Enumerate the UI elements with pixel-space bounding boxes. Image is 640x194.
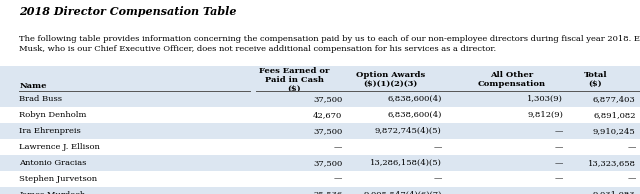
Text: Stephen Jurvetson: Stephen Jurvetson: [19, 175, 97, 183]
Text: 9,872,745(4)(5): 9,872,745(4)(5): [375, 127, 442, 135]
Text: 25,536: 25,536: [313, 191, 342, 194]
Text: —: —: [555, 143, 563, 151]
Text: —: —: [627, 143, 636, 151]
Text: 6,838,600(4): 6,838,600(4): [387, 95, 442, 103]
Text: 6,891,082: 6,891,082: [593, 111, 636, 119]
Text: 13,286,158(4)(5): 13,286,158(4)(5): [370, 159, 442, 167]
FancyBboxPatch shape: [0, 171, 640, 187]
Text: —: —: [433, 175, 442, 183]
Text: 37,500: 37,500: [313, 127, 342, 135]
Text: Brad Buss: Brad Buss: [19, 95, 62, 103]
Text: 9,910,245: 9,910,245: [593, 127, 636, 135]
Text: 6,877,403: 6,877,403: [593, 95, 636, 103]
Text: James Murdoch: James Murdoch: [19, 191, 86, 194]
FancyBboxPatch shape: [0, 139, 640, 155]
Text: Option Awards
($)(1)(2)(3): Option Awards ($)(1)(2)(3): [356, 71, 425, 88]
Text: 42,670: 42,670: [313, 111, 342, 119]
Text: Total
($): Total ($): [584, 71, 607, 88]
Text: 9,031,083: 9,031,083: [593, 191, 636, 194]
Text: All Other
Compensation: All Other Compensation: [478, 71, 546, 88]
Text: 6,838,600(4): 6,838,600(4): [387, 111, 442, 119]
Text: —: —: [433, 143, 442, 151]
Text: Fees Earned or
Paid in Cash
($): Fees Earned or Paid in Cash ($): [259, 67, 330, 93]
Text: —: —: [555, 127, 563, 135]
Text: Robyn Denholm: Robyn Denholm: [19, 111, 86, 119]
FancyBboxPatch shape: [0, 187, 640, 194]
FancyBboxPatch shape: [0, 155, 640, 171]
Text: Ira Ehrenpreis: Ira Ehrenpreis: [19, 127, 81, 135]
Text: 9,005,547(4)(6)(7): 9,005,547(4)(6)(7): [364, 191, 442, 194]
Text: —: —: [627, 175, 636, 183]
Text: Antonio Gracias: Antonio Gracias: [19, 159, 86, 167]
Text: —: —: [555, 175, 563, 183]
Text: 37,500: 37,500: [313, 159, 342, 167]
FancyBboxPatch shape: [0, 91, 640, 107]
Text: —: —: [555, 159, 563, 167]
Text: Lawrence J. Ellison: Lawrence J. Ellison: [19, 143, 100, 151]
FancyBboxPatch shape: [0, 107, 640, 123]
FancyBboxPatch shape: [0, 123, 640, 139]
Text: The following table provides information concerning the compensation paid by us : The following table provides information…: [19, 35, 640, 53]
Text: 37,500: 37,500: [313, 95, 342, 103]
Text: —: —: [334, 143, 342, 151]
Text: —: —: [334, 175, 342, 183]
Text: 9,812(9): 9,812(9): [527, 111, 563, 119]
Text: 13,323,658: 13,323,658: [588, 159, 636, 167]
Text: 1,303(9): 1,303(9): [527, 95, 563, 103]
FancyBboxPatch shape: [0, 66, 640, 92]
Text: Name: Name: [19, 82, 47, 90]
Text: —: —: [555, 191, 563, 194]
Text: 2018 Director Compensation Table: 2018 Director Compensation Table: [19, 6, 237, 17]
